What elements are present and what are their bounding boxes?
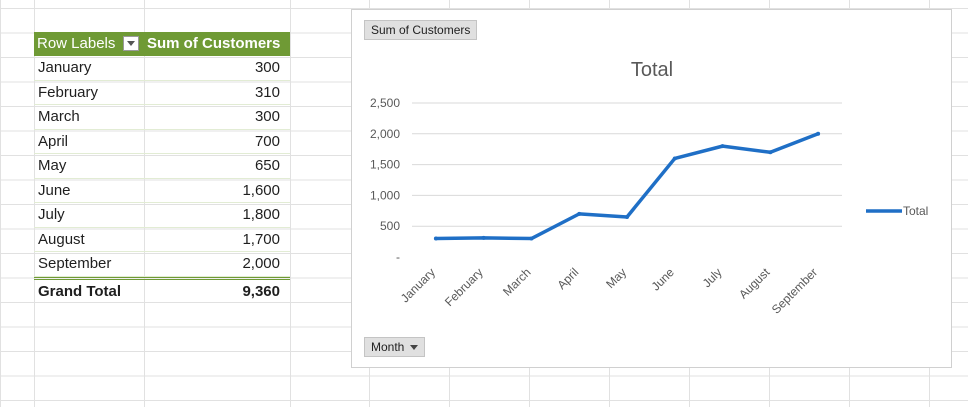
month-label: July xyxy=(38,206,65,223)
x-tick-label: January xyxy=(398,265,438,305)
month-label: May xyxy=(38,157,67,174)
data-point[interactable] xyxy=(672,156,677,161)
month-label: February xyxy=(38,83,99,101)
month-label: March xyxy=(38,108,80,125)
y-tick-label: 1,000 xyxy=(370,188,400,202)
data-point[interactable] xyxy=(720,144,725,149)
chevron-down-icon xyxy=(410,345,419,351)
data-point[interactable] xyxy=(625,214,629,219)
chart-title: Total xyxy=(631,59,673,81)
column-divider xyxy=(290,0,291,407)
x-tick-label: February xyxy=(442,265,486,309)
grand-total-value: 9,360 xyxy=(242,282,280,300)
x-tick-label: March xyxy=(500,265,533,298)
pivot-row[interactable]: July 1,800 xyxy=(34,203,290,228)
x-tick-label: April xyxy=(554,265,581,292)
y-tick-label: 1,500 xyxy=(370,158,400,172)
data-point[interactable] xyxy=(529,236,534,241)
month-field-button[interactable]: Month xyxy=(364,337,426,357)
x-tick-label: June xyxy=(649,265,678,294)
pivot-header: Row Labels Sum of Customers xyxy=(34,32,290,56)
x-tick-label: September xyxy=(769,265,820,316)
customers-value: 700 xyxy=(254,132,280,150)
y-tick-label: 2,000 xyxy=(370,127,400,141)
y-tick-label: 2,500 xyxy=(370,96,400,110)
pivot-row[interactable]: September 2,000 xyxy=(34,252,290,277)
value-field-label: Sum of Customers xyxy=(371,23,471,37)
x-tick-label: July xyxy=(700,265,725,290)
data-point[interactable] xyxy=(816,131,821,136)
column-divider xyxy=(144,0,145,407)
sum-of-customers-field-button[interactable]: Sum of Customers xyxy=(364,20,478,40)
line-chart-plot: Total - 500 1,000 1,500 2,000 2,500 January Fe… xyxy=(370,59,928,317)
sum-of-customers-header[interactable]: Sum of Customers xyxy=(147,35,281,52)
customers-value: 300 xyxy=(254,59,280,76)
month-label: August xyxy=(38,230,85,248)
customers-value: 650 xyxy=(254,157,280,174)
pivot-row[interactable]: May 650 xyxy=(34,154,290,179)
data-point[interactable] xyxy=(433,236,438,241)
customers-value: 300 xyxy=(254,108,280,125)
row-labels-header[interactable]: Row Labels xyxy=(37,35,116,52)
pivot-row[interactable]: February 310 xyxy=(34,81,290,105)
pivot-row[interactable]: August 1,700 xyxy=(34,228,290,252)
axis-field-label: Month xyxy=(371,340,405,354)
pivot-row[interactable]: March 300 xyxy=(34,105,290,130)
customers-value: 1,600 xyxy=(242,181,280,199)
column-divider xyxy=(34,0,35,407)
grand-total-label: Grand Total xyxy=(38,282,122,300)
data-point[interactable] xyxy=(481,235,486,240)
month-label: April xyxy=(38,132,69,150)
customers-value: 1,800 xyxy=(242,206,280,223)
y-tick-label: - xyxy=(396,250,400,264)
month-label: September xyxy=(38,255,112,272)
pivot-row[interactable]: January 300 xyxy=(34,56,290,81)
pivot-row[interactable]: April 700 xyxy=(34,130,290,154)
x-tick-label: May xyxy=(603,265,629,291)
x-tick-label: August xyxy=(736,265,773,302)
customers-value: 310 xyxy=(254,83,280,101)
customers-value: 2,000 xyxy=(242,255,280,272)
series-line[interactable] xyxy=(435,132,819,241)
row-labels-filter-dropdown-icon[interactable] xyxy=(123,36,139,51)
legend-label: Total xyxy=(903,204,928,218)
month-label: January xyxy=(38,59,92,76)
customers-value: 1,700 xyxy=(242,230,280,248)
data-point[interactable] xyxy=(768,150,773,155)
data-point[interactable] xyxy=(577,211,582,216)
grand-total-row[interactable]: Grand Total 9,360 xyxy=(34,276,290,302)
pivot-row[interactable]: June 1,600 xyxy=(34,179,290,203)
pivot-chart[interactable]: Sum of Customers Month Total - 500 1,000 1,… xyxy=(351,9,952,368)
month-label: June xyxy=(38,181,71,199)
y-tick-label: 500 xyxy=(380,219,400,233)
